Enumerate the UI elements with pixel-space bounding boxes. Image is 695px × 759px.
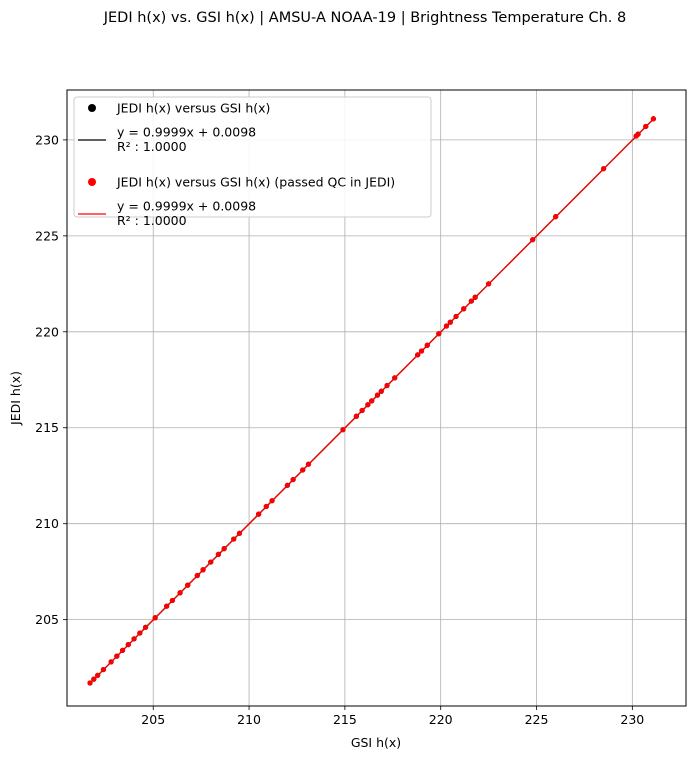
scatter-point-s2 xyxy=(95,672,101,678)
scatter-point-s2 xyxy=(169,597,176,604)
legend-label-0: JEDI h(x) versus GSI h(x) xyxy=(116,101,270,116)
scatter-point-s2 xyxy=(284,482,290,488)
scatter-point-s2 xyxy=(392,375,398,381)
scatter-point-s2 xyxy=(300,467,306,473)
scatter-point-s2 xyxy=(600,166,607,172)
y-tick-label: 225 xyxy=(35,228,59,243)
chart-title: JEDI h(x) vs. GSI h(x) | AMSU-A NOAA-19 … xyxy=(103,10,627,26)
scatter-point-s2 xyxy=(486,281,492,287)
y-tick-label: 220 xyxy=(35,324,59,339)
scatter-point-s2 xyxy=(231,536,237,542)
scatter-point-s2 xyxy=(635,131,641,137)
scatter-point-s2 xyxy=(424,342,430,348)
x-tick-label: 210 xyxy=(237,712,261,727)
scatter-point-s2 xyxy=(131,636,137,642)
scatter-point-s2 xyxy=(365,402,371,408)
scatter-point-s2 xyxy=(91,676,97,682)
scatter-point-s2 xyxy=(415,352,421,358)
scatter-point-s2 xyxy=(472,294,478,300)
scatter-point-s2 xyxy=(643,123,649,130)
legend: JEDI h(x) versus GSI h(x) y = 0.9999x + 0… xyxy=(73,96,432,228)
scatter-point-s2 xyxy=(553,214,559,220)
scatter-point-s2 xyxy=(194,572,200,579)
x-axis-label: GSI h(x) xyxy=(351,735,401,750)
scatter-point-s2 xyxy=(530,237,536,243)
scatter-point-s2 xyxy=(87,680,93,686)
y-axis-label: JEDI h(x) xyxy=(8,371,23,426)
legend-marker-0 xyxy=(88,104,96,112)
scatter-point-s2 xyxy=(369,398,375,404)
scatter-point-s2 xyxy=(353,413,359,419)
y-tick-label: 215 xyxy=(35,420,59,435)
scatter-point-s2 xyxy=(443,323,450,329)
legend-marker-2 xyxy=(88,178,96,186)
scatter-point-s2 xyxy=(263,503,269,510)
scatter-point-s2 xyxy=(384,382,390,389)
y-tick-label: 205 xyxy=(35,612,59,627)
scatter-point-s2 xyxy=(114,653,120,659)
x-tick-label: 230 xyxy=(620,712,644,727)
scatter-point-s2 xyxy=(208,559,214,565)
x-tick-label: 215 xyxy=(333,712,357,727)
scatter-point-s2 xyxy=(340,427,346,433)
scatter-point-s2 xyxy=(290,476,296,483)
scatter-point-s2 xyxy=(359,407,365,414)
scatter-point-s2 xyxy=(650,116,657,122)
scatter-point-s2 xyxy=(185,582,191,588)
y-tick-label: 210 xyxy=(35,516,59,531)
scatter-point-s2 xyxy=(125,641,131,648)
legend-box xyxy=(73,96,432,218)
scatter-point-s2 xyxy=(142,624,149,630)
scatter-point-s2 xyxy=(221,546,227,552)
x-tick-label: 225 xyxy=(525,712,549,727)
scatter-point-s2 xyxy=(215,551,221,557)
plot-frame xyxy=(66,89,687,707)
legend-label-2: JEDI h(x) versus GSI h(x) (passed QC in … xyxy=(116,175,395,190)
legend-label-1: y = 0.9999x + 0.0098 xyxy=(117,125,256,140)
scatter-point-s2 xyxy=(108,659,114,665)
legend-label-1: R² : 1.0000 xyxy=(117,139,187,154)
scatter-point-s2 xyxy=(436,331,442,337)
y-tick-label: 230 xyxy=(35,132,59,147)
scatter-point-s2 xyxy=(453,313,459,320)
scatter-point-s2 xyxy=(200,567,206,573)
scatter-point-s2 xyxy=(177,590,183,596)
scatter-point-s2 xyxy=(137,630,143,636)
scatter-point-s2 xyxy=(461,306,467,312)
legend-label-3: y = 0.9999x + 0.0098 xyxy=(117,199,256,214)
scatter-point-s2 xyxy=(152,615,158,621)
scatter-point-s2 xyxy=(164,603,170,609)
legend-label-3: R² : 1.0000 xyxy=(117,213,187,228)
x-tick-label: 205 xyxy=(141,712,165,727)
scatter-point-s2 xyxy=(119,647,126,653)
scatter-point-s2 xyxy=(236,530,243,536)
scatter-point-s2 xyxy=(256,511,262,517)
scatter-point-s2 xyxy=(374,392,381,398)
x-tick-label: 220 xyxy=(429,712,453,727)
axis-ticks: 205 210 215 220 225 230 205 210 215 220 225 230 xyxy=(35,132,644,727)
scatter-points xyxy=(87,116,657,686)
scatter-point-s2 xyxy=(447,319,453,325)
scatter-point-s2 xyxy=(305,461,312,467)
scatter-point-s2 xyxy=(418,348,425,354)
scatter-point-s2 xyxy=(378,388,384,394)
scatter-point-s2 xyxy=(100,666,107,673)
scatter-point-s2 xyxy=(468,298,474,304)
scatter-point-s2 xyxy=(269,498,275,504)
